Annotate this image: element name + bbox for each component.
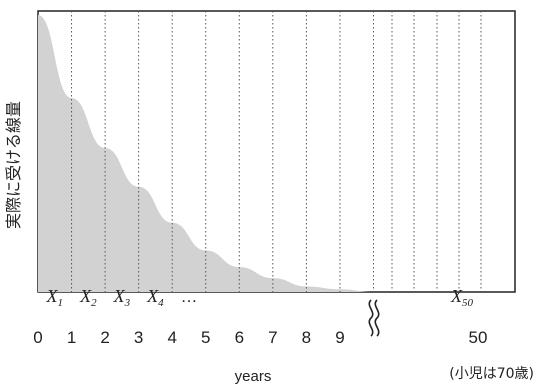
interval-labels: X1 X2 X3 X4 … X50 bbox=[46, 286, 474, 309]
child-note: (小児は70歳) bbox=[449, 366, 534, 382]
interval-label: X1 bbox=[46, 286, 64, 309]
x-tick-label: 9 bbox=[335, 328, 344, 347]
ellipsis-label: … bbox=[180, 287, 197, 306]
x-tick-label: 4 bbox=[167, 328, 176, 347]
x-tick-label-far: 50 bbox=[469, 328, 488, 347]
x-tick-label: 6 bbox=[235, 328, 244, 347]
interval-label: X4 bbox=[146, 286, 164, 309]
x-axis-title: years bbox=[235, 368, 272, 385]
x-tick-label: 2 bbox=[100, 328, 109, 347]
interval-label: X3 bbox=[113, 286, 131, 309]
x-tick-label: 8 bbox=[302, 328, 311, 347]
x-tick-label: 0 bbox=[33, 328, 42, 347]
x-tick-label: 1 bbox=[67, 328, 76, 347]
x-tick-label: 7 bbox=[268, 328, 277, 347]
y-axis-title: 実際に受ける線量 bbox=[4, 101, 23, 229]
interval-label: X50 bbox=[450, 286, 474, 309]
dose-area bbox=[38, 15, 374, 292]
interval-label: X2 bbox=[79, 286, 97, 309]
x-tick-label: 3 bbox=[134, 328, 143, 347]
grid-lines bbox=[71, 11, 482, 292]
axis-break-symbol bbox=[366, 297, 380, 337]
x-tick-label: 5 bbox=[201, 328, 210, 347]
x-tick-labels: 0 1 2 3 4 5 6 7 8 9 bbox=[33, 328, 344, 347]
